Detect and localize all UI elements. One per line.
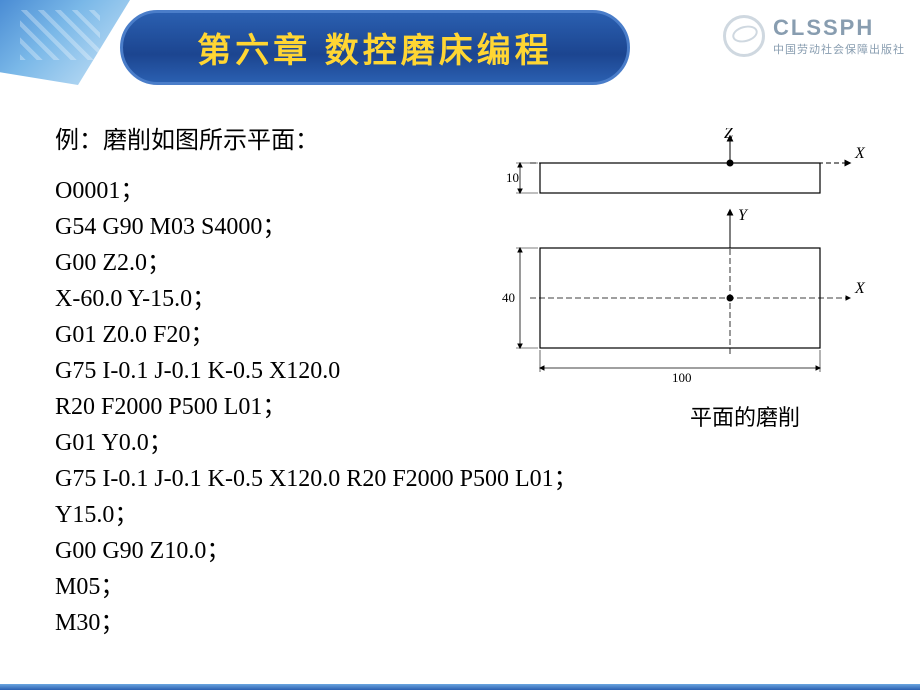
dim-40: 40 [502, 290, 515, 305]
publisher-logo: CLSSPH 中国劳动社会保障出版社 [723, 15, 905, 57]
code-line: M05； [55, 569, 890, 605]
footer-bar [0, 684, 920, 690]
code-line: G75 I-0.1 J-0.1 K-0.5 X120.0 R20 F2000 P… [55, 461, 890, 497]
diagram-caption: 平面的磨削 [690, 400, 800, 432]
top-rect [540, 163, 820, 193]
logo-icon [723, 15, 765, 57]
dim-100: 100 [672, 370, 692, 385]
logo-main-text: CLSSPH [773, 15, 905, 41]
logo-sub-text: 中国劳动社会保障出版社 [773, 41, 905, 57]
z-axis-label: Z [724, 128, 734, 142]
header-decoration [0, 0, 130, 85]
x-axis-label-top: X [854, 145, 866, 162]
code-line: Y15.0； [55, 497, 890, 533]
code-line: M30； [55, 605, 890, 641]
chapter-title-bar: 第六章 数控磨床编程 [120, 10, 630, 85]
dim-10: 10 [506, 170, 519, 185]
chapter-title: 第六章 数控磨床编程 [197, 23, 552, 72]
x-axis-label-bottom: X [854, 280, 866, 297]
technical-diagram: Z X 10 Y X 40 100 [480, 128, 880, 403]
code-line: G00 G90 Z10.0； [55, 533, 890, 569]
logo-text-block: CLSSPH 中国劳动社会保障出版社 [773, 15, 905, 57]
y-axis-label: Y [738, 207, 749, 224]
